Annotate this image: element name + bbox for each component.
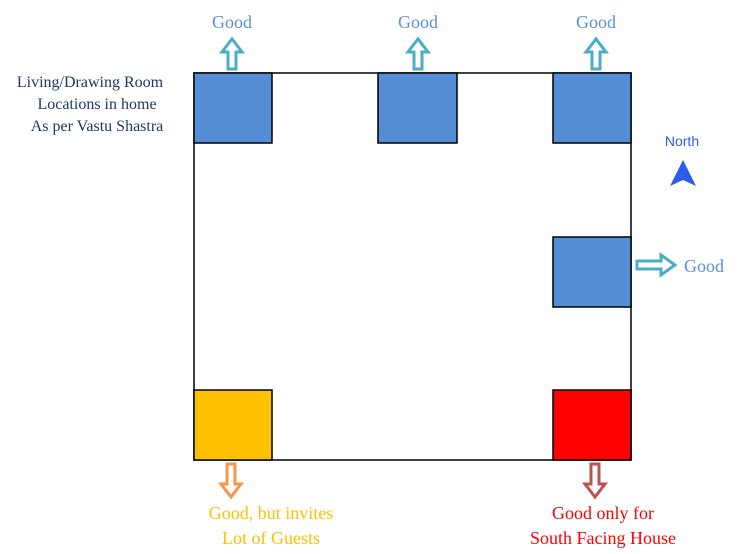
room-right-middle <box>552 236 632 308</box>
right-arrow-icon <box>635 252 678 278</box>
room-top-middle <box>377 72 458 144</box>
room-top-right <box>552 72 632 144</box>
label-bottom-left-line-1: Good, but invites <box>209 503 334 523</box>
up-arrow-icon <box>404 36 432 71</box>
up-arrow-icon <box>582 36 610 71</box>
label-bottom-right-line-2: South Facing House <box>530 528 676 548</box>
label-top-middle: Good <box>398 12 438 32</box>
label-right-middle: Good <box>684 256 724 276</box>
label-top-right: Good <box>576 12 616 32</box>
title-line-2: Locations in home <box>37 96 156 113</box>
title-line-1: Living/Drawing Room <box>17 74 164 91</box>
label-bottom-left-line-2: Lot of Guests <box>222 528 320 548</box>
label-bottom-right-line-1: Good only for <box>552 503 654 523</box>
up-arrow-icon <box>218 36 246 71</box>
room-bottom-right <box>552 389 632 461</box>
label-top-left: Good <box>212 12 252 32</box>
down-arrow-icon <box>581 462 609 500</box>
room-top-left <box>193 72 273 144</box>
north-label: North <box>665 133 699 149</box>
down-arrow-icon <box>217 462 245 500</box>
title-line-3: As per Vastu Shastra <box>31 118 164 135</box>
north-arrow-icon <box>670 160 696 186</box>
room-bottom-left <box>193 389 273 461</box>
